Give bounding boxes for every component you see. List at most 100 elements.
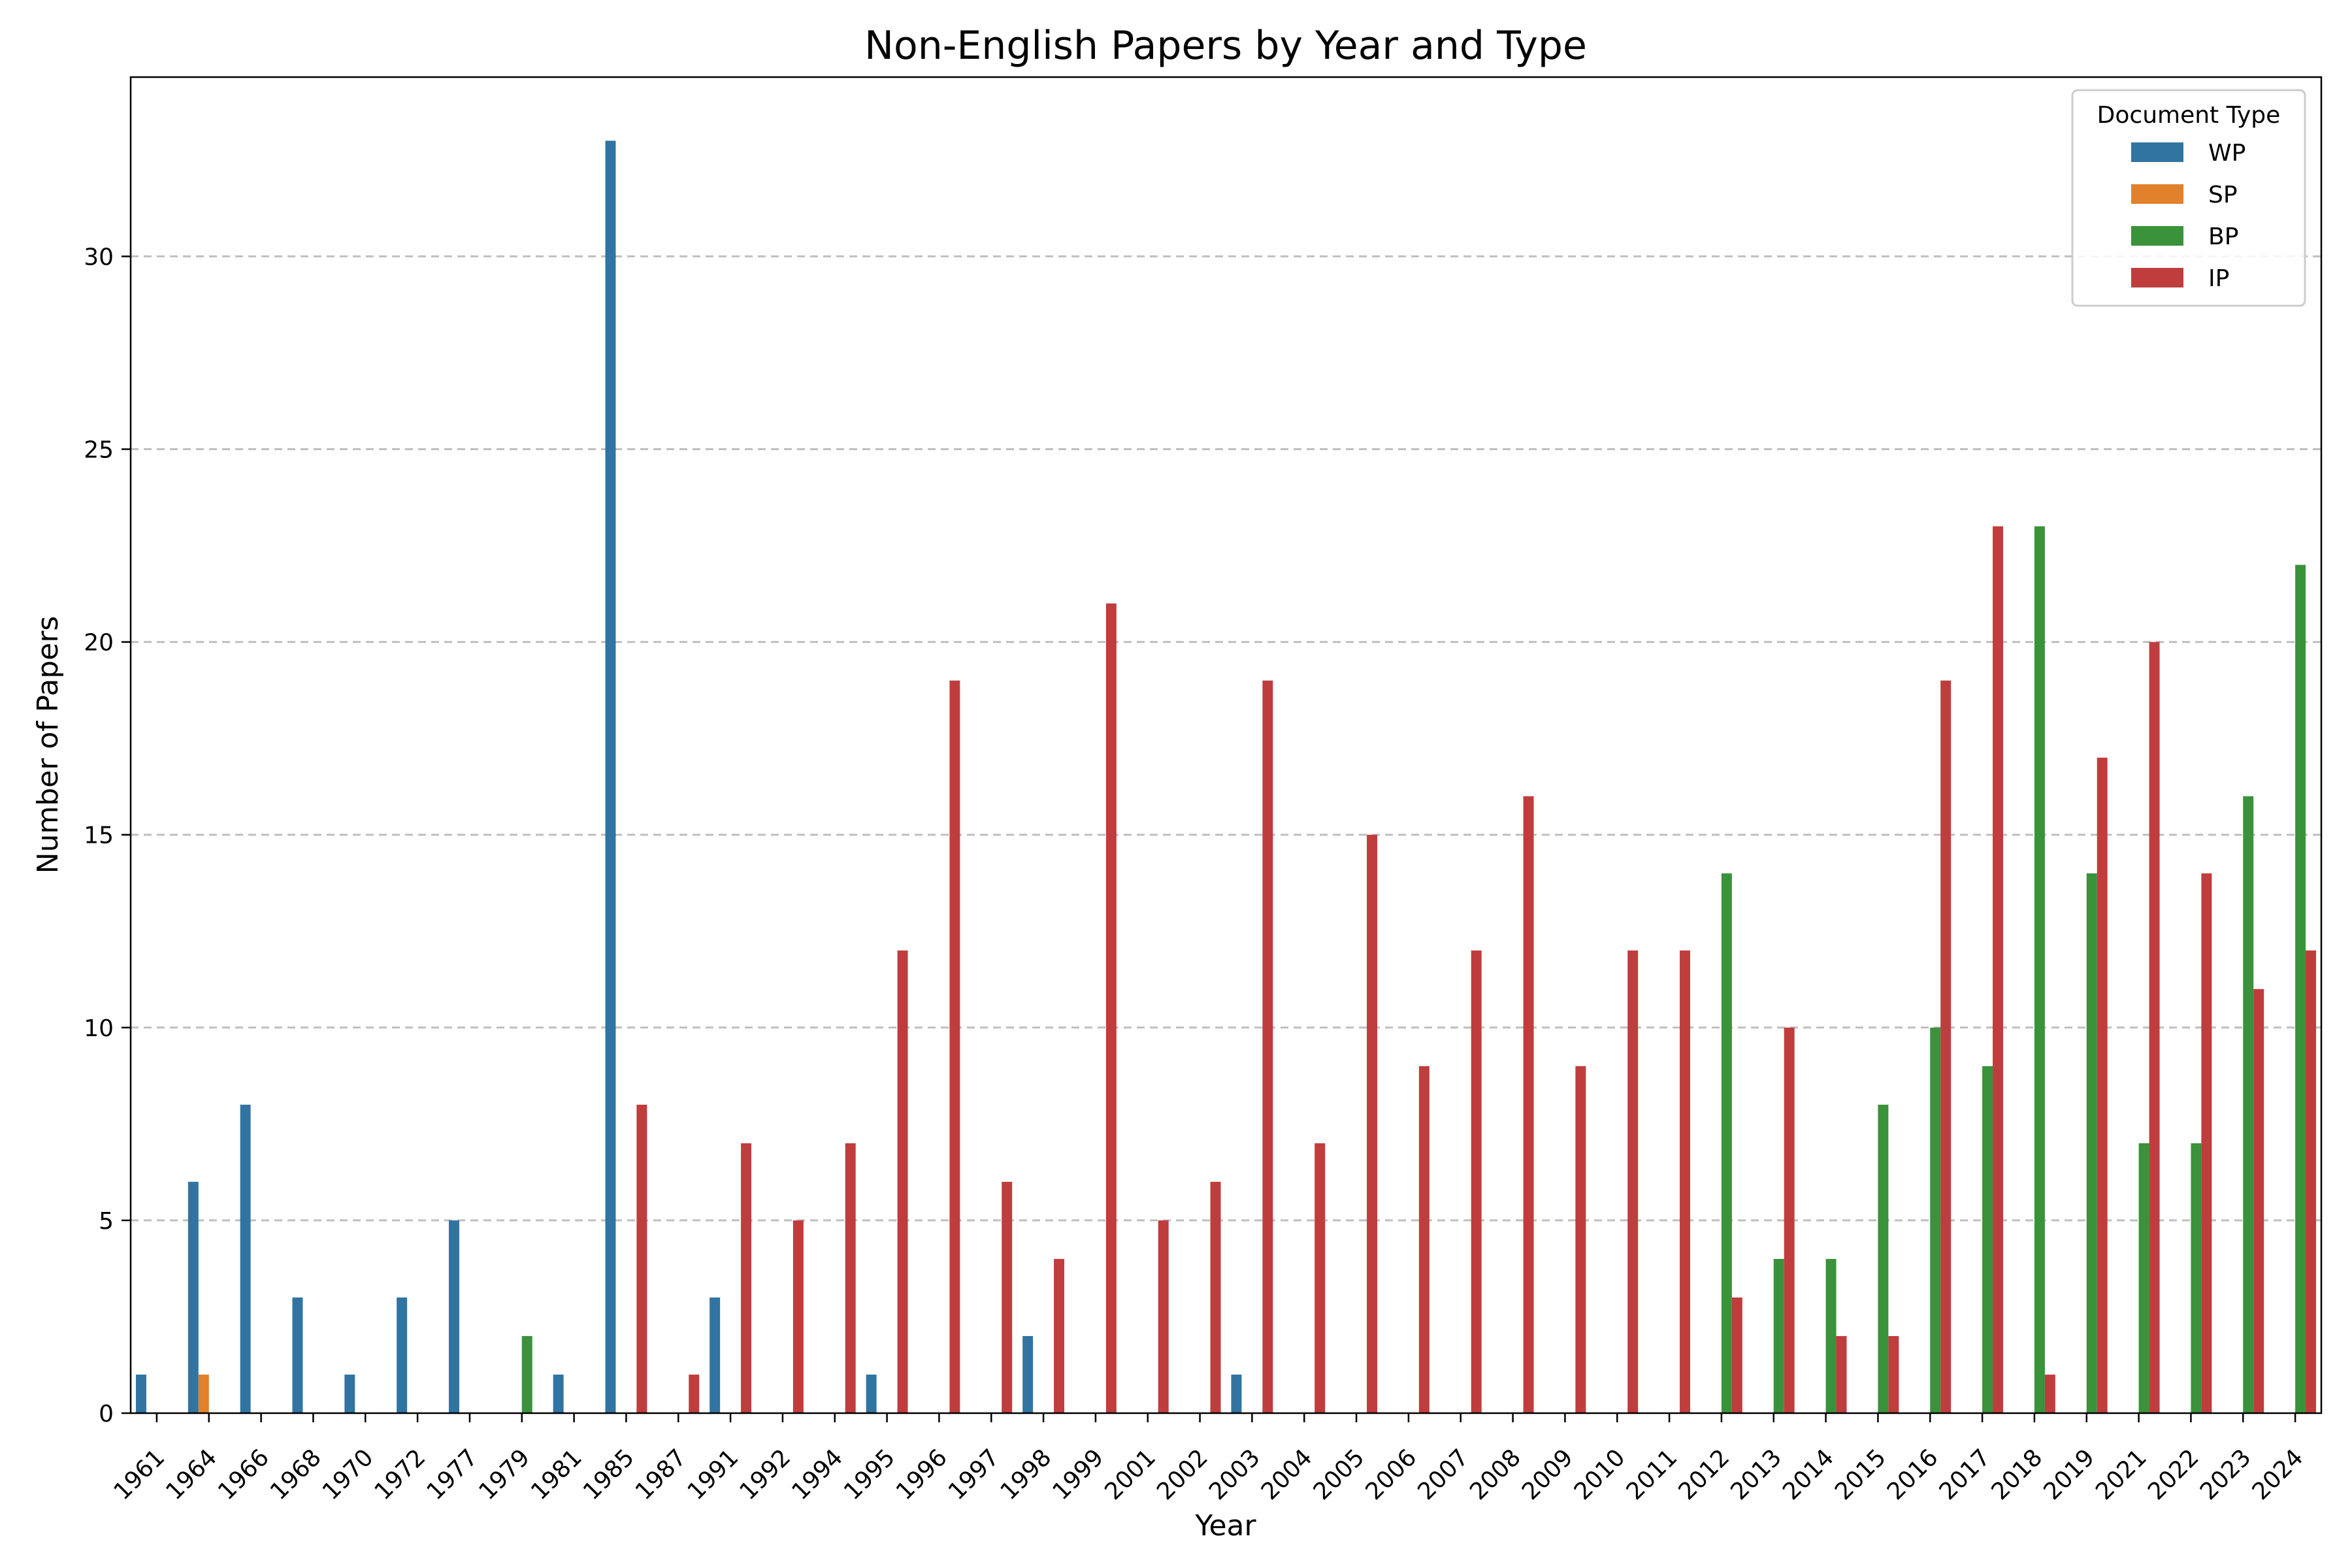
y-tick-label: 0 [99,1401,114,1428]
bar-ip-1996 [949,680,960,1413]
bar-ip-1987 [689,1374,700,1413]
bar-ip-2003 [1262,680,1273,1413]
bar-wp-1961 [135,1374,146,1413]
bar-ip-2010 [1627,950,1639,1413]
legend-label-wp: WP [2208,140,2246,167]
bar-ip-1995 [897,950,908,1413]
legend-label-bp: BP [2208,223,2238,250]
bar-bp-2019 [2086,873,2097,1413]
bar-bp-2014 [1825,1258,1837,1413]
bar-bp-2012 [1721,873,1732,1413]
y-tick-label: 10 [84,1015,114,1042]
x-tick-label: 2009 [1517,1444,1578,1505]
bar-sp-1964 [198,1374,209,1413]
bar-ip-1992 [792,1220,804,1413]
bar-ip-2015 [1888,1335,1899,1413]
legend-title: Document Type [2097,102,2281,129]
x-tick-label: 1972 [370,1444,431,1505]
bar-ip-2001 [1158,1220,1169,1413]
bar-ip-2007 [1471,950,1482,1413]
x-tick-label: 2001 [1100,1444,1161,1505]
x-axis: 1961196419661968197019721977197919811985… [109,1413,2309,1505]
bar-bp-2018 [2034,526,2045,1413]
bar-ip-1985 [636,1104,647,1413]
legend-swatch-sp [2131,184,2183,204]
x-tick-label: 2011 [1622,1444,1683,1505]
bar-wp-2003 [1231,1374,1242,1413]
x-tick-label: 1987 [630,1444,692,1505]
bar-ip-2016 [1940,680,1952,1413]
x-tick-label: 1966 [213,1444,274,1505]
bar-wp-1991 [710,1297,721,1413]
chart-title: Non-English Papers by Year and Type [864,23,1587,69]
x-tick-label: 1977 [422,1444,483,1505]
bar-ip-1998 [1054,1258,1065,1413]
plot-frame [129,76,2323,1414]
bar-ip-2006 [1418,1066,1429,1413]
bar-ip-2024 [2306,950,2317,1413]
bar-ip-2014 [1836,1335,1847,1413]
bars [135,140,2317,1414]
bar-wp-1966 [240,1104,251,1413]
bar-wp-1964 [188,1181,199,1413]
bar-ip-2009 [1575,1066,1586,1413]
bar-wp-1970 [344,1374,355,1413]
bar-ip-2021 [2149,642,2160,1414]
legend-frame [2071,89,2306,307]
legend-swatch-wp [2131,142,2183,162]
y-tick-label: 30 [84,244,114,270]
x-tick-label: 2019 [2038,1444,2100,1505]
bar-ip-2008 [1523,796,1534,1413]
bar-ip-2005 [1367,834,1378,1413]
y-tick-label: 20 [84,630,114,657]
bar-ip-2022 [2201,873,2212,1413]
bar-wp-1977 [448,1220,459,1413]
x-tick-label: 2024 [2247,1444,2309,1505]
bar-ip-1994 [845,1143,856,1413]
bar-bp-2023 [2243,796,2254,1413]
bar-ip-2004 [1315,1143,1326,1413]
bar-bp-1979 [521,1335,532,1413]
bar-wp-1985 [605,140,616,1413]
x-tick-label: 1996 [891,1444,953,1505]
x-tick-label: 2023 [2195,1444,2257,1505]
legend-label-ip: IP [2208,265,2229,292]
legend-swatch-bp [2131,226,2183,246]
bar-ip-2002 [1210,1181,1221,1413]
bar-ip-2017 [1993,526,2004,1413]
bar-ip-1999 [1105,603,1117,1413]
x-tick-label: 2006 [1361,1444,1422,1505]
legend: Document Type WP SP BP IP [2071,89,2306,307]
x-tick-label: 1994 [787,1444,848,1505]
bar-bp-2016 [1930,1027,1941,1413]
x-tick-label: 1995 [839,1444,900,1505]
x-tick-label: 2013 [1725,1444,1787,1505]
bar-bp-2013 [1773,1258,1784,1413]
x-tick-label: 2003 [1204,1444,1266,1505]
bar-wp-1968 [292,1297,303,1413]
y-tick-label: 25 [84,437,114,464]
bar-wp-1998 [1022,1335,1034,1413]
bar-ip-2013 [1784,1027,1795,1413]
bar-bp-2022 [2191,1143,2202,1413]
bar-ip-2012 [1731,1297,1742,1413]
x-tick-label: 2012 [1674,1444,1735,1505]
x-tick-label: 1999 [1048,1444,1109,1505]
bar-wp-1981 [553,1374,564,1413]
x-tick-label: 2016 [1882,1444,1944,1505]
x-tick-label: 1968 [265,1444,327,1505]
x-tick-label: 1964 [161,1444,222,1505]
x-tick-label: 2015 [1830,1444,1891,1505]
bar-ip-2019 [2097,757,2108,1413]
x-tick-label: 1979 [474,1444,535,1505]
bar-ip-2018 [2044,1374,2055,1413]
x-tick-label: 2014 [1778,1444,1839,1505]
legend-label-sp: SP [2208,182,2238,208]
x-tick-label: 2008 [1465,1444,1526,1505]
y-tick-label: 5 [99,1208,114,1235]
bar-ip-1991 [741,1143,752,1413]
x-tick-label: 2002 [1152,1444,1213,1505]
bar-bp-2017 [1982,1066,1993,1413]
legend-swatch-ip [2131,268,2183,287]
